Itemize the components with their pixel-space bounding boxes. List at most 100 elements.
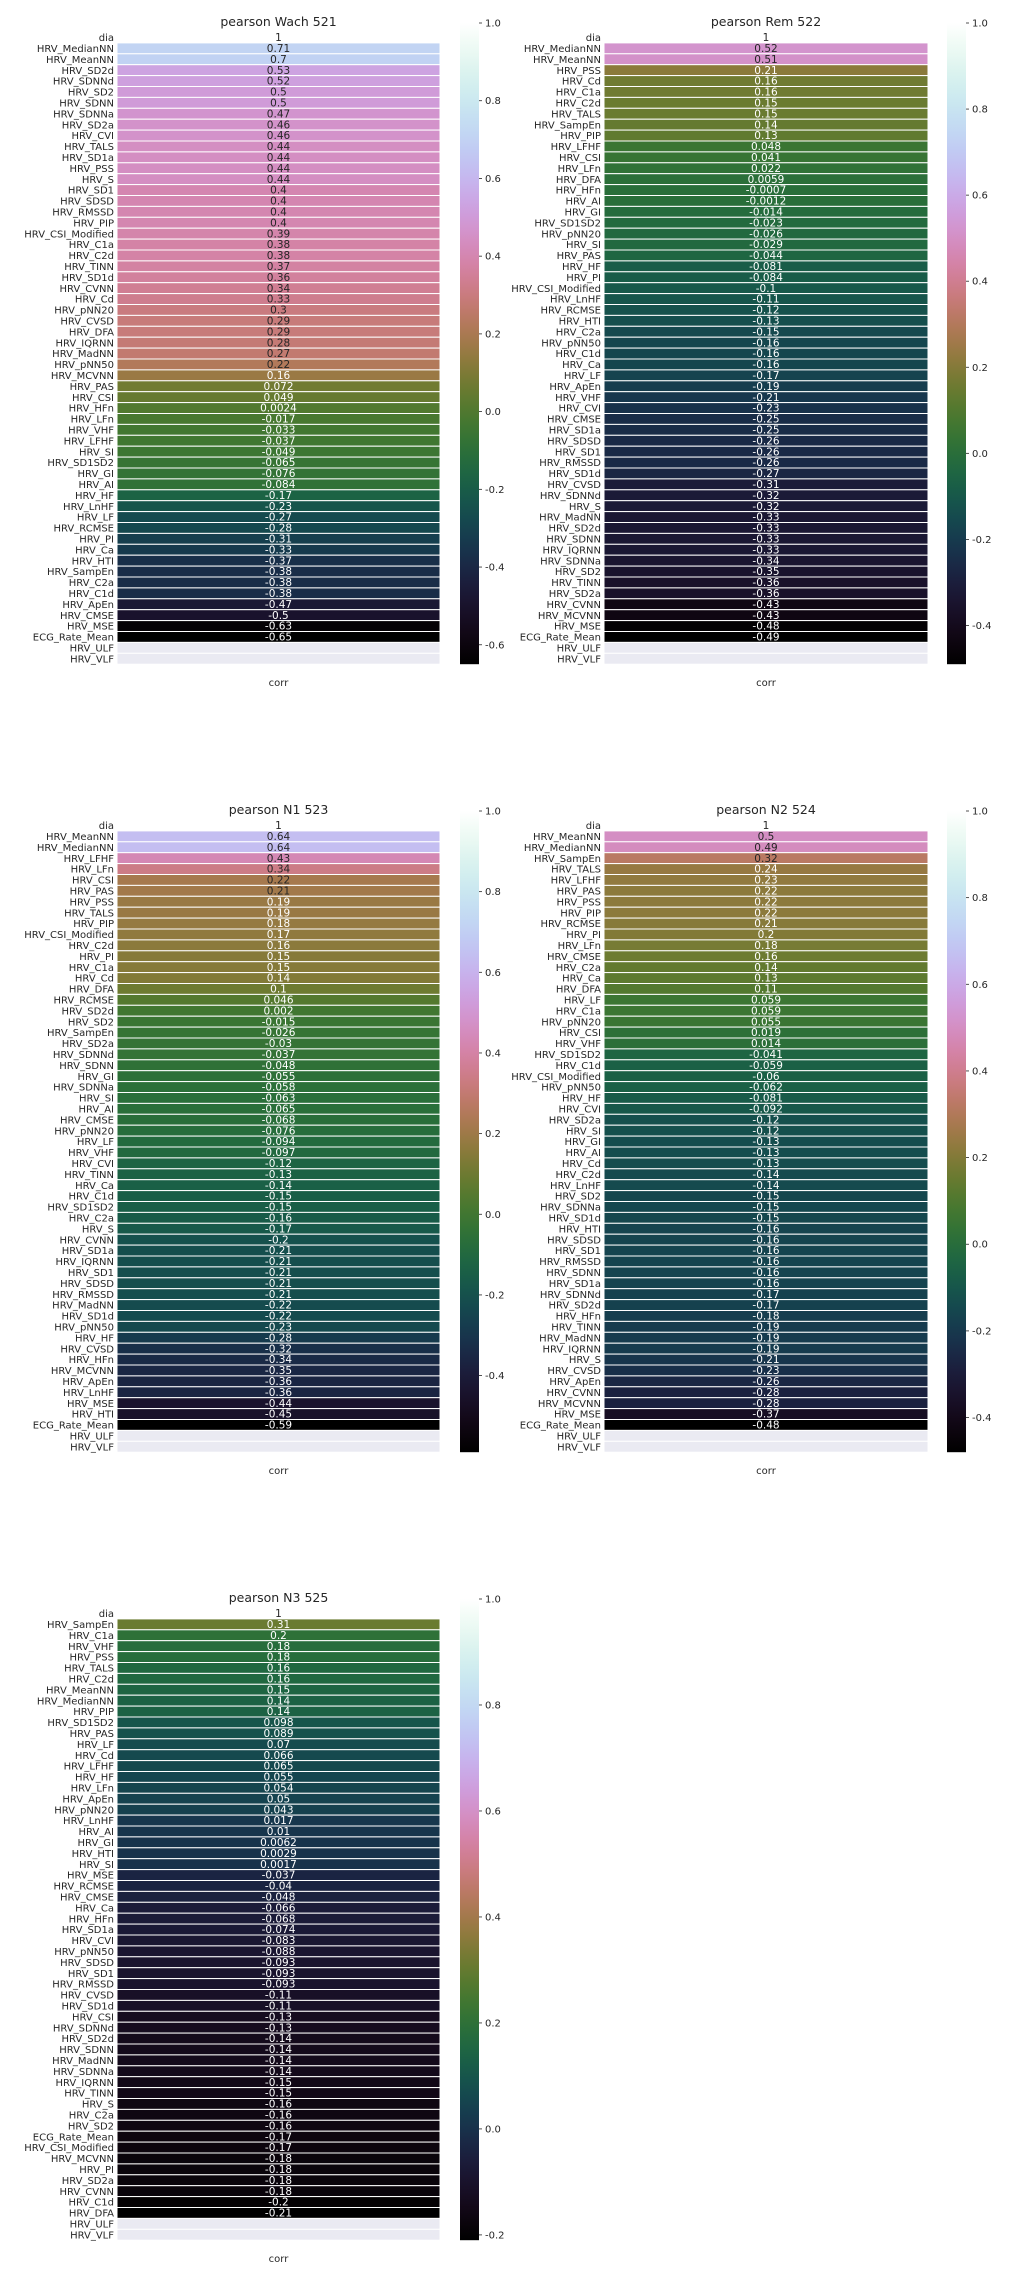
colorbar-tick-label: 0.0	[972, 1240, 988, 1251]
cell-value-label: -0.16	[752, 348, 779, 360]
cell-value-label: 0.14	[267, 1706, 291, 1718]
cell-value-label: 0.24	[754, 864, 778, 876]
row-label: HRV_AI	[78, 1104, 114, 1115]
row-label: HRV_SD1SD2	[534, 1050, 601, 1061]
cell-value-label: 0.21	[754, 918, 777, 930]
row-label: HRV_MSE	[67, 1399, 114, 1410]
row-label: HRV_SD1a	[549, 1279, 601, 1290]
cell-value-label: 0.2	[758, 929, 775, 941]
row-label: HRV_MadNN	[52, 1301, 114, 1312]
colorbar-tick-label: 0.4	[485, 1048, 501, 1059]
heatmap-cell	[603, 641, 929, 654]
row-label: HRV_VHF	[68, 1148, 114, 1159]
row-label: HRV_LFn	[558, 164, 601, 175]
row-label: HRV_C2a	[69, 1213, 114, 1224]
cell-value-label: -0.13	[752, 1147, 779, 1159]
row-label: HRV_C1a	[556, 88, 601, 99]
cell-value-label: -0.074	[262, 1924, 296, 1936]
row-label: dia	[586, 821, 601, 832]
colorbar-tick-label: 1.0	[972, 807, 988, 818]
colorbar-tick-label: 0.0	[972, 449, 988, 460]
row-label: HRV_Cd	[75, 1751, 114, 1762]
row-label: HRV_C2d	[69, 941, 114, 952]
row-label: HRV_LF	[564, 371, 601, 382]
cell-value-label: -0.11	[265, 2000, 292, 2012]
cell-value-label: -0.16	[752, 337, 779, 349]
row-label: HRV_SampEn	[534, 854, 601, 865]
cell-value-label: -0.14	[265, 2055, 292, 2067]
cell-value-label: 0.64	[267, 842, 291, 854]
cell-value-label: -0.26	[752, 435, 779, 447]
row-label: HRV_CVI	[71, 1936, 114, 1947]
heatmap-cell	[116, 652, 441, 665]
cell-value-label: -0.19	[752, 1332, 779, 1344]
cell-value-label: -0.076	[262, 468, 296, 480]
row-label: HRV_SD2	[68, 88, 114, 99]
cell-value-label: 0.52	[754, 43, 777, 55]
row-label: HRV_SD1a	[62, 153, 114, 164]
cell-value-label: -0.49	[752, 632, 779, 644]
cell-value-label: -0.014	[749, 206, 783, 218]
row-label: HRV_C1d	[69, 589, 114, 600]
colorbar-tick-label: 0.0	[485, 2124, 501, 2135]
row-label: HRV_CSI	[559, 153, 601, 164]
row-label: dia	[586, 33, 601, 44]
row-label: HRV_TINN	[551, 578, 601, 589]
row-label: HRV_CSI	[72, 2012, 114, 2023]
heatmap-cell	[116, 2217, 441, 2230]
row-label: HRV_S	[569, 1355, 601, 1366]
cell-value-label: -0.28	[265, 1332, 292, 1344]
row-label: HRV_S	[82, 2100, 114, 2111]
cell-value-label: 0.043	[263, 1804, 293, 1816]
row-label: HRV_LF	[77, 513, 114, 524]
cell-value-label: -0.16	[265, 2099, 292, 2111]
x-axis-label: corr	[756, 678, 777, 689]
cell-value-label: -0.38	[265, 566, 292, 578]
cell-value-label: 0.15	[267, 951, 290, 963]
colorbar-tick-label: 0.2	[972, 363, 988, 374]
cell-value-label: 0.055	[263, 1772, 293, 1784]
heatmap-cell	[603, 1429, 929, 1442]
cell-value-label: -0.17	[265, 2131, 292, 2143]
cell-value-label: -0.15	[752, 1191, 779, 1203]
row-label: HRV_SampEn	[47, 567, 114, 578]
cell-value-label: 0.0024	[260, 403, 297, 415]
row-label: HRV_CVSD	[60, 316, 114, 327]
row-label: HRV_C1a	[556, 1006, 601, 1017]
row-label: HRV_Ca	[75, 545, 114, 556]
row-label: HRV_HFn	[69, 404, 114, 415]
row-label: HRV_MCVNN	[538, 611, 601, 622]
cell-value-label: -0.16	[752, 1267, 779, 1279]
row-label: HRV_MSE	[67, 1871, 114, 1882]
colorbar-tick-label: 0.4	[972, 1066, 988, 1077]
row-label: HRV_RCMSE	[54, 524, 115, 535]
row-label: HRV_SDNNa	[53, 2067, 114, 2078]
cell-value-label: 0.22	[754, 896, 777, 908]
row-label: HRV_PAS	[70, 1729, 114, 1740]
cell-value-label: -0.13	[752, 1136, 779, 1148]
row-label: HRV_TALS	[64, 908, 114, 919]
cell-value-label: -0.16	[752, 359, 779, 371]
heatmap-cell	[603, 1440, 929, 1453]
cell-value-label: 0.014	[751, 1038, 781, 1050]
row-label: HRV_ULF	[70, 2219, 115, 2230]
row-label: HRV_PIP	[73, 1707, 114, 1718]
row-label: HRV_SD1	[68, 1268, 114, 1279]
cell-value-label: -0.43	[752, 599, 779, 611]
cell-value-label: 0.3	[270, 305, 287, 317]
cell-value-label: 0.22	[754, 907, 777, 919]
cell-value-label: -0.45	[265, 1409, 292, 1421]
row-label: HRV_CVNN	[546, 600, 601, 611]
cell-value-label: -0.25	[752, 414, 779, 426]
row-label: HRV_Cd	[562, 1159, 601, 1170]
cell-value-label: -0.14	[752, 1180, 779, 1192]
cell-value-label: -0.28	[265, 523, 292, 535]
row-label: HRV_S	[82, 175, 114, 186]
chart-title: pearson Wach 521	[220, 14, 336, 29]
cell-value-label: -0.12	[752, 305, 779, 317]
cell-value-label: -0.026	[749, 228, 783, 240]
row-label: HRV_CMSE	[60, 1115, 114, 1126]
row-label: HRV_MadNN	[52, 349, 114, 360]
cell-value-label: 0.4	[270, 185, 287, 197]
cell-value-label: -0.21	[265, 1245, 292, 1257]
